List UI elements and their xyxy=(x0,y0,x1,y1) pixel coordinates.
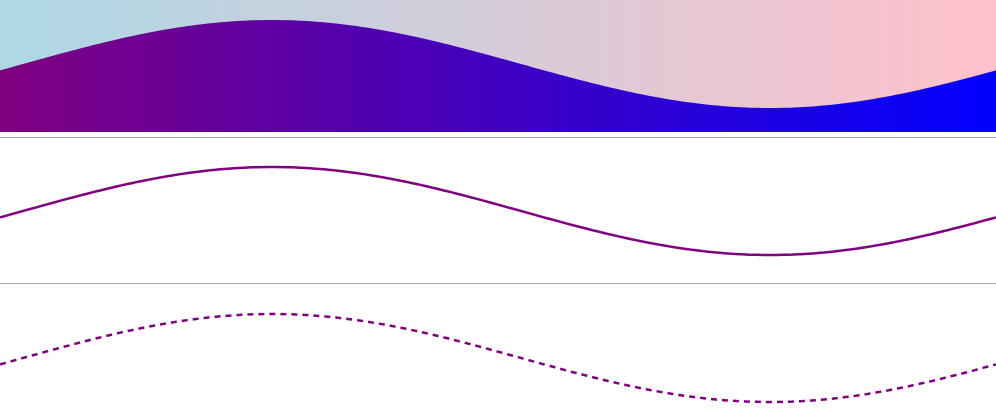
panel-divider xyxy=(0,137,996,138)
solid-line-panel xyxy=(0,137,996,283)
dashed-wave-line xyxy=(0,312,996,404)
dashed-line-svg xyxy=(0,312,996,404)
filled-wave-panel xyxy=(0,0,996,132)
dashed-line-panel xyxy=(0,284,996,415)
solid-line-svg xyxy=(0,165,996,257)
panel-divider xyxy=(0,283,996,284)
solid-wave-line xyxy=(0,165,996,257)
filled-wave-svg xyxy=(0,0,996,132)
filled-wave-shape xyxy=(0,20,996,132)
